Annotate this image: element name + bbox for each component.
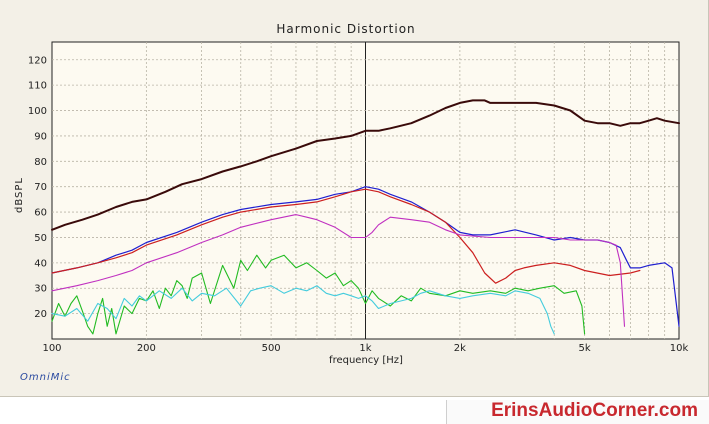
brand-banner: ErinsAudioCorner.com [446,400,709,424]
brand-text: ErinsAudioCorner.com [491,400,698,421]
y-tick-label: 70 [34,182,47,193]
series-line-1 [51,99,680,231]
harmonic-distortion-chart: Harmonic Distortion 20 30 40 50 60 70 80 90 100 1… [14,22,689,366]
y-tick-label: 90 [34,131,47,142]
y-tick-label: 120 [28,55,47,66]
grid [52,42,679,339]
axes: 20 30 40 50 60 70 80 90 100 110 120 100 200 500 1k 2k 5k… [28,55,689,354]
y-tick-label: 40 [34,258,47,269]
y-axis-label: dBSPL [14,177,25,213]
series-line-5 [51,254,586,335]
y-tick-label: 50 [34,233,47,244]
y-tick-label: 30 [34,284,47,295]
x-tick-label: 2k [454,343,466,354]
x-tick-label: 5k [579,343,591,354]
x-tick-label: 10k [670,343,689,354]
x-tick-label: 500 [262,343,281,354]
series-group [51,99,680,335]
x-tick-label: 1k [359,343,371,354]
y-tick-label: 80 [34,157,47,168]
chart-window: Harmonic Distortion 20 30 40 50 60 70 80 90 100 1… [0,0,709,397]
chart-title: Harmonic Distortion [276,22,415,36]
x-tick-label: 100 [42,343,61,354]
series-line-3 [51,188,641,284]
series-line-6 [51,285,555,335]
y-tick-label: 20 [34,309,47,320]
y-tick-label: 60 [34,208,47,219]
y-tick-label: 100 [28,106,47,117]
y-tick-label: 110 [28,81,47,92]
x-tick-label: 200 [137,343,156,354]
omnimic-label: OmniMic [20,372,71,383]
series-line-4 [51,214,626,327]
x-axis-label: frequency [Hz] [329,355,403,366]
